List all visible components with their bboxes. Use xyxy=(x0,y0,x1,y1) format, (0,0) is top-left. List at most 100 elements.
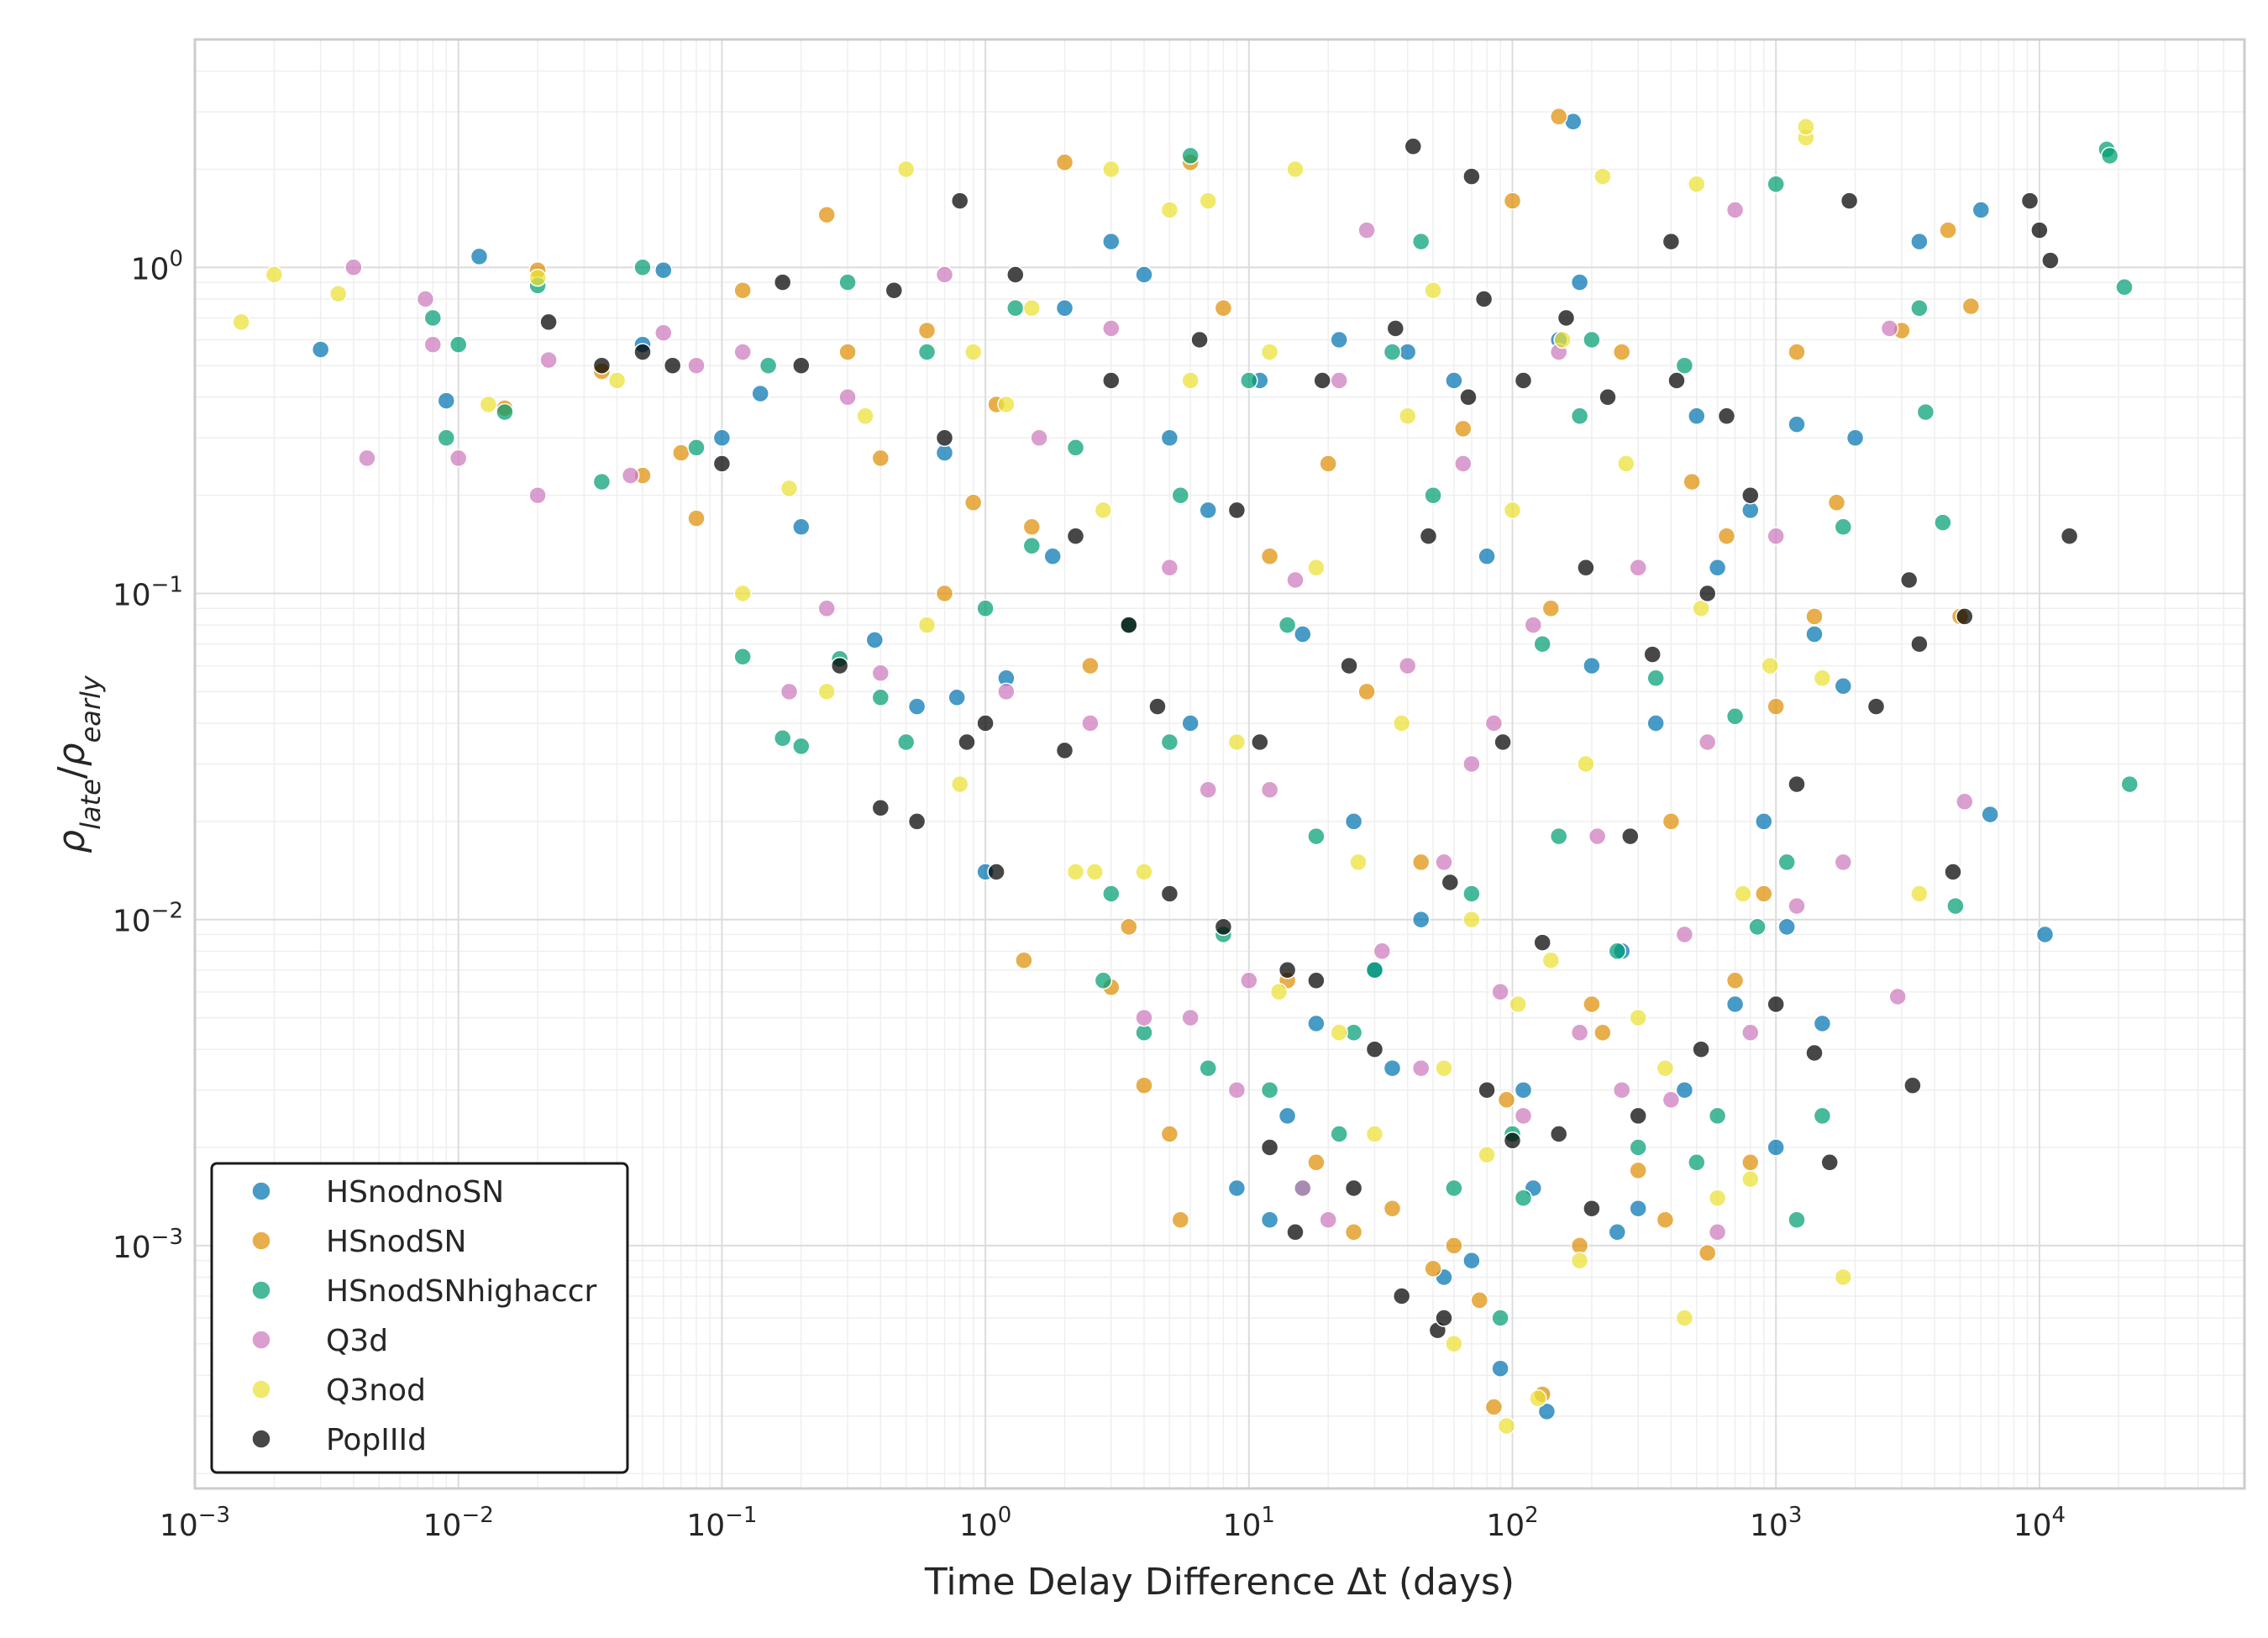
data-point xyxy=(1319,454,1337,473)
data-point xyxy=(1570,407,1589,426)
data-point xyxy=(1741,1153,1760,1172)
data-point xyxy=(1294,625,1312,643)
data-point xyxy=(1227,732,1247,752)
data-point xyxy=(885,281,904,300)
data-point xyxy=(1227,1080,1247,1100)
data-point xyxy=(1344,812,1363,831)
data-point xyxy=(1260,780,1279,799)
x-tick-base: 10 xyxy=(2013,1509,2052,1543)
data-point xyxy=(871,799,890,817)
data-point xyxy=(1741,1023,1760,1042)
data-point xyxy=(917,321,937,340)
data-point xyxy=(1688,407,1706,426)
data-point xyxy=(1675,1080,1694,1100)
legend-label: HSnodnoSN xyxy=(326,1175,504,1210)
data-point xyxy=(733,343,752,361)
data-point xyxy=(1767,995,1785,1014)
data-point xyxy=(592,356,612,375)
data-point xyxy=(1484,714,1504,732)
data-point xyxy=(1411,853,1431,872)
data-point xyxy=(1199,192,1217,210)
y-axis-title-slash: / xyxy=(50,766,93,779)
data-point xyxy=(1903,1076,1922,1095)
data-point xyxy=(1043,547,1062,566)
y-tick-base: 10 xyxy=(131,252,170,286)
data-point xyxy=(1022,517,1042,537)
data-point xyxy=(1365,961,1384,979)
data-point xyxy=(1755,885,1773,903)
data-point xyxy=(1357,682,1376,701)
data-point xyxy=(1365,1040,1384,1058)
data-point xyxy=(1454,419,1473,438)
data-point xyxy=(1491,1359,1509,1378)
data-point xyxy=(1612,1080,1631,1100)
y-tick-label: 10−3 xyxy=(113,1225,183,1265)
x-tick-label: 100 xyxy=(959,1503,1011,1543)
data-point xyxy=(773,729,792,748)
data-point xyxy=(672,444,690,462)
data-point xyxy=(1725,971,1745,990)
data-point xyxy=(1662,1090,1681,1110)
data-point xyxy=(1120,616,1138,634)
series-PopIIId xyxy=(539,137,2079,1340)
data-point xyxy=(1621,827,1640,846)
data-point xyxy=(1667,371,1686,390)
data-point xyxy=(1135,1076,1153,1095)
data-point xyxy=(896,732,916,752)
data-point xyxy=(1160,732,1179,752)
data-point xyxy=(1392,714,1411,732)
series-Q3d xyxy=(344,201,1974,1242)
data-point xyxy=(1734,885,1752,903)
data-point xyxy=(1286,570,1305,590)
legend-marker xyxy=(251,1330,271,1350)
data-point xyxy=(2030,221,2049,239)
data-point xyxy=(871,664,890,683)
data-point xyxy=(712,428,732,448)
data-point xyxy=(1474,290,1494,308)
data-point xyxy=(1541,951,1561,969)
data-point xyxy=(1160,201,1179,219)
data-point xyxy=(1549,108,1568,126)
data-point xyxy=(1286,1223,1305,1242)
data-point xyxy=(1383,343,1402,361)
data-point xyxy=(1278,961,1297,979)
data-point xyxy=(1214,917,1233,937)
data-point xyxy=(1392,1287,1411,1305)
data-point xyxy=(1462,1251,1481,1270)
data-point xyxy=(1459,388,1478,407)
legend-marker xyxy=(251,1181,271,1201)
x-tick-base: 10 xyxy=(160,1509,198,1543)
data-point xyxy=(2100,146,2119,165)
data-point xyxy=(1662,232,1681,251)
data-point xyxy=(1646,669,1665,688)
data-point xyxy=(1015,951,1033,969)
legend-marker xyxy=(251,1429,271,1449)
data-point xyxy=(1462,167,1481,186)
data-point xyxy=(958,732,976,752)
data-point xyxy=(1240,971,1258,990)
data-point xyxy=(1834,853,1853,872)
data-point xyxy=(1533,933,1551,952)
data-point xyxy=(1675,925,1694,944)
data-point xyxy=(1583,330,1601,349)
data-point xyxy=(1102,232,1121,251)
data-point xyxy=(1491,1309,1509,1327)
x-tick-exponent: 2 xyxy=(1525,1503,1539,1528)
data-point xyxy=(1866,697,1886,716)
x-tick-label: 102 xyxy=(1486,1503,1538,1543)
data-point xyxy=(1939,221,1957,239)
data-point xyxy=(528,268,547,287)
data-point xyxy=(1557,308,1576,328)
data-point xyxy=(1094,501,1113,520)
legend-item: PopIIId xyxy=(251,1423,427,1457)
data-point xyxy=(621,466,640,485)
data-point xyxy=(633,343,652,361)
data-point xyxy=(1767,1138,1785,1157)
legend-item: HSnodSNhighaccr xyxy=(251,1274,597,1309)
data-point xyxy=(1916,402,1935,422)
data-point xyxy=(935,265,954,284)
data-point xyxy=(733,584,752,603)
data-point xyxy=(997,682,1016,701)
x-tick-exponent: 4 xyxy=(2052,1503,2066,1528)
data-point xyxy=(1608,1223,1627,1242)
